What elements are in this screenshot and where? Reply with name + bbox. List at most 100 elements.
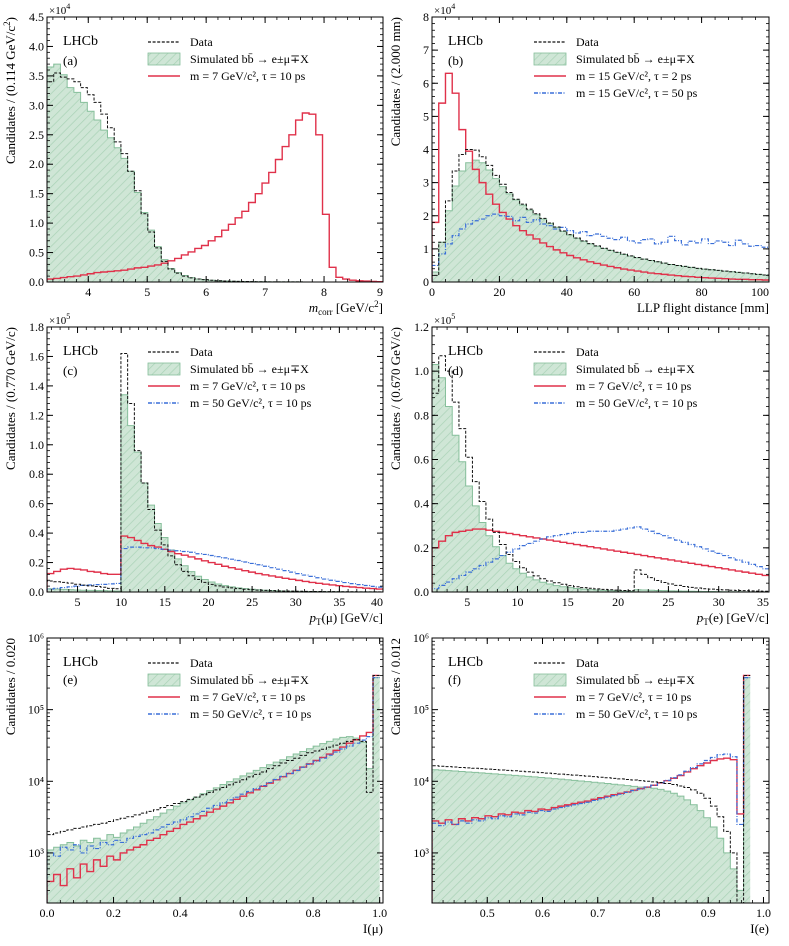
x-tick-label: 0.7 xyxy=(590,906,605,920)
panel-label: (b) xyxy=(448,53,463,68)
legend-label-sim: Simulated bb̄ → e±μ∓X xyxy=(576,362,695,376)
x-tick-label: 100 xyxy=(751,285,769,299)
y-tick-label: 0 xyxy=(423,275,429,289)
y-tick-label: 0.2 xyxy=(29,556,44,570)
legend-label-data: Data xyxy=(190,35,213,49)
x-axis-label: I(e) xyxy=(750,921,769,936)
x-tick-label: 15 xyxy=(562,595,574,609)
x-tick-label: 1.0 xyxy=(372,906,387,920)
legend: Data Simulated bb̄ → e±μ∓X m = 7 GeV/c², τ… xyxy=(533,345,698,410)
series-red-line xyxy=(47,535,383,592)
y-tick-label: 2.5 xyxy=(29,128,44,142)
x-tick-label: 35 xyxy=(757,595,769,609)
x-tick-label: 10 xyxy=(512,595,524,609)
series-sim-fill xyxy=(47,394,383,592)
experiment-label: LHCb xyxy=(63,655,98,670)
y-tick-label: 1.0 xyxy=(29,438,44,452)
panel-b: 0 20 40 60 80 100 0 1 2 3 4 5 6 7 8 ×104 LLP flight dist… xyxy=(388,2,770,315)
legend: Data Simulated bb̄ → e±μ∓X m = 7 GeV/c², τ… xyxy=(147,35,309,83)
legend-label-data: Data xyxy=(576,345,599,359)
y-tick-label: 10⁵ xyxy=(28,703,44,717)
y-tick-label: 6 xyxy=(423,76,429,90)
x-tick-label: 0.6 xyxy=(239,906,254,920)
x-tick-label: 8 xyxy=(321,285,327,299)
legend-label-sig2: m = 50 GeV/c², τ = 10 ps xyxy=(576,396,698,410)
y-tick-label: 0.6 xyxy=(414,453,429,467)
x-axis: 0.5 0.6 0.7 0.8 0.9 1.0 xyxy=(431,638,771,920)
y-tick-label: 3 xyxy=(423,176,429,190)
x-tick-label: 0.2 xyxy=(106,906,121,920)
x-tick-label: 0.4 xyxy=(173,906,188,920)
y-tick-label: 10⁴ xyxy=(413,774,429,788)
y-tick-label: 10⁴ xyxy=(28,774,44,788)
legend-label-sig1: m = 7 GeV/c², τ = 10 ps xyxy=(190,690,306,704)
y-tick-label: 10⁵ xyxy=(413,703,429,717)
plot-area xyxy=(47,674,380,903)
legend-swatch-sim xyxy=(533,362,567,376)
panel-a: 4 5 6 7 8 9 0.0 0.5 1.0 1.5 2.0 2.5 3.0 3.5 4.0 4.5 ×104… xyxy=(2,2,384,317)
series-sim-fill xyxy=(432,160,769,282)
series-sim-fill xyxy=(47,677,380,903)
legend-label-data: Data xyxy=(576,656,599,670)
panel-d: 5 10 15 20 25 30 35 0.0 0.2 0.4 0.6 0.8 1.0 1.2 ×105 pT… xyxy=(388,312,770,627)
series-sim-fill xyxy=(432,364,769,592)
y-tick-label: 0.8 xyxy=(29,467,44,481)
panel-label: (c) xyxy=(63,363,77,378)
legend-label-sig1: m = 7 GeV/c², τ = 10 ps xyxy=(190,379,306,393)
plot-area xyxy=(47,63,383,282)
series-red-line xyxy=(432,528,769,592)
legend-swatch-sim xyxy=(147,52,181,66)
y-axis-label: Candidates / 0.012 xyxy=(388,638,403,735)
legend-label-sig1: m = 7 GeV/c², τ = 10 ps xyxy=(576,690,692,704)
legend-label-sig2: m = 50 GeV/c², τ = 10 ps xyxy=(190,396,312,410)
x-tick-label: 4 xyxy=(85,285,91,299)
panels: 4 5 6 7 8 9 0.0 0.5 1.0 1.5 2.0 2.5 3.0 3.5 4.0 4.5 ×104… xyxy=(2,2,771,936)
x-tick-label: 7 xyxy=(262,285,268,299)
y-tick-label: 7 xyxy=(423,43,429,57)
panel-label: (e) xyxy=(63,672,77,687)
x-tick-label: 20 xyxy=(612,595,624,609)
panel-e: 0.0 0.2 0.4 0.6 0.8 1.0 10³ 10⁴ 10⁵ 10⁶ I(μ) Candid… xyxy=(3,631,387,936)
y-axis: 0.0 0.2 0.4 0.6 0.8 1.0 1.2 1.4 1.6 1.8 xyxy=(29,320,383,599)
series-blue-line xyxy=(47,677,380,903)
y-tick-label: 10³ xyxy=(28,846,44,860)
panel-f: 0.5 0.6 0.7 0.8 0.9 1.0 10³ 10⁴ 10⁵ 10⁶ I(e) Candid… xyxy=(388,631,771,936)
x-tick-label: 6 xyxy=(203,285,209,299)
y-multiplier: ×105 xyxy=(434,312,455,327)
x-tick-label: 5 xyxy=(464,595,470,609)
x-tick-label: 5 xyxy=(144,285,150,299)
plot-area xyxy=(432,674,751,903)
legend-swatch-sim xyxy=(533,673,567,687)
y-axis: 10³ 10⁴ 10⁵ 10⁶ xyxy=(28,631,383,904)
series-blue-line xyxy=(432,213,769,282)
y-tick-label: 10⁶ xyxy=(28,631,44,645)
plot-area xyxy=(432,72,769,282)
series-data-line xyxy=(432,149,769,282)
legend-label-sim: Simulated bb̄ → e±μ∓X xyxy=(190,52,309,66)
legend-label-sim: Simulated bb̄ → e±μ∓X xyxy=(576,673,695,687)
y-tick-label: 4.5 xyxy=(29,10,44,24)
x-tick-label: 80 xyxy=(696,285,708,299)
x-tick-label: 0.6 xyxy=(535,906,550,920)
legend: Data Simulated bb̄ → e±μ∓X m = 7 GeV/c², τ… xyxy=(147,345,312,410)
y-tick-label: 0.0 xyxy=(414,585,429,599)
x-tick-label: 30 xyxy=(290,595,302,609)
y-tick-label: 4 xyxy=(423,143,429,157)
x-axis: 5 10 15 20 25 30 35 40 xyxy=(50,327,384,609)
series-blue-line xyxy=(47,546,383,592)
y-axis: 0 1 2 3 4 5 6 7 8 xyxy=(423,10,769,289)
x-axis-label: pT(μ) [GeV/c] xyxy=(309,610,383,627)
y-tick-label: 5 xyxy=(423,109,429,123)
y-tick-label: 1.5 xyxy=(29,187,44,201)
x-axis-label: LLP flight distance [mm] xyxy=(637,300,769,315)
y-tick-label: 1.6 xyxy=(29,349,44,363)
y-tick-label: 1.4 xyxy=(29,379,44,393)
x-tick-label: 25 xyxy=(246,595,258,609)
legend-label-sig2: m = 50 GeV/c², τ = 10 ps xyxy=(576,707,698,721)
y-axis: 10³ 10⁴ 10⁵ 10⁶ xyxy=(413,631,769,904)
y-axis: 0.0 0.2 0.4 0.6 0.8 1.0 1.2 xyxy=(414,320,769,599)
series-data-line xyxy=(47,674,380,903)
x-tick-label: 0.5 xyxy=(480,906,495,920)
y-tick-label: 8 xyxy=(423,10,429,24)
series-sim-fill xyxy=(432,677,751,903)
